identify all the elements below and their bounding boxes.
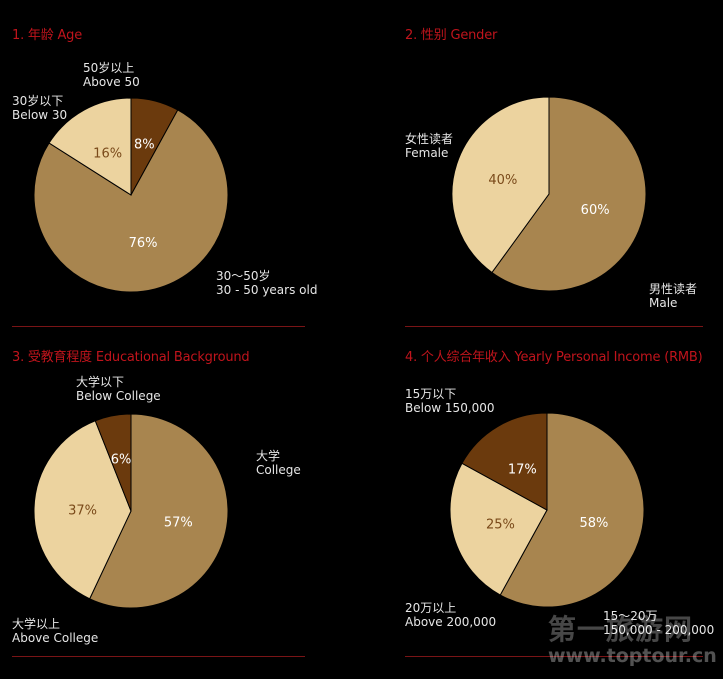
label-below-college-cn: 大学以下 (76, 375, 125, 389)
pie-slice-1-1 (451, 96, 550, 274)
label-below-college-en: Below College (76, 389, 161, 403)
label-above-200000-en: Above 200,000 (405, 615, 497, 629)
label-female-en: Female (405, 146, 449, 160)
label-30-50: 30～50岁 30 - 50 years old (216, 269, 317, 297)
chart-age-panel: 1. 年龄 Age 8% 76% 16% 50岁以上 Above 50 30岁以下 … (0, 0, 361, 339)
watermark-url: www.toptour.cn (548, 645, 717, 667)
divider-top-left (12, 326, 305, 327)
pie-slice-3-0 (499, 412, 645, 608)
chart-education-panel: 3. 受教育程度 Educational Background 57% 37% 6%… (0, 322, 361, 661)
label-above-50: 50岁以上 Above 50 (83, 61, 140, 89)
label-below-150000: 15万以下 Below 150,000 (405, 387, 495, 415)
chart-income-title: 4. 个人综合年收入 Yearly Personal Income (RMB) (405, 350, 703, 365)
label-college-en: College (256, 463, 301, 477)
pie-slice-0-2 (48, 97, 132, 196)
label-below-150000-cn: 15万以下 (405, 387, 457, 401)
pie-slice-label-0-2: 16% (93, 146, 122, 161)
pie-slice-2-0 (89, 413, 229, 609)
label-college: 大学 College (256, 449, 301, 477)
pie-slice-3-1 (449, 462, 548, 596)
label-above-college: 大学以上 Above College (12, 617, 98, 645)
label-male-cn: 男性读者 (649, 282, 698, 296)
label-above-50-cn: 50岁以上 (83, 61, 135, 75)
label-above-college-en: Above College (12, 631, 99, 645)
label-below-30: 30岁以下 Below 30 (12, 94, 67, 122)
label-female: 女性读者 Female (405, 132, 453, 160)
label-30-50-en: 30 - 50 years old (216, 283, 318, 297)
label-above-200000-cn: 20万以上 (405, 601, 457, 615)
label-below-30-cn: 30岁以下 (12, 94, 64, 108)
label-above-college-cn: 大学以上 (12, 617, 61, 631)
chart-education-pie: 57% 37% 6% (33, 413, 229, 609)
pie-slice-label-0-0: 8% (134, 137, 155, 152)
label-below-college: 大学以下 Below College (76, 375, 161, 403)
divider-bottom-left (12, 656, 305, 657)
label-college-cn: 大学 (256, 449, 281, 463)
pie-slice-label-2-0: 57% (164, 516, 193, 531)
chart-age-pie: 8% 76% 16% (33, 97, 229, 293)
label-male: 男性读者 Male (649, 282, 697, 310)
label-female-cn: 女性读者 (405, 132, 454, 146)
chart-gender-panel: 2. 性别 Gender 60% 40% 女性读者 Female 男性读者 Mal… (393, 0, 723, 339)
label-150000-200000-en: 150,000 - 200,000 (603, 623, 715, 637)
pie-slice-label-1-0: 60% (581, 203, 610, 218)
divider-top-right (405, 326, 703, 327)
chart-gender-title: 2. 性别 Gender (405, 28, 498, 43)
pie-slice-label-0-1: 76% (129, 236, 158, 251)
label-150000-200000: 15～20万 150,000 - 200,000 (603, 609, 714, 637)
label-below-150000-en: Below 150,000 (405, 401, 495, 415)
pie-slice-2-1 (33, 420, 132, 600)
label-30-50-cn: 30～50岁 (216, 269, 271, 283)
label-150000-200000-cn: 15～20万 (603, 609, 658, 623)
pie-slice-label-3-0: 58% (580, 516, 609, 531)
label-above-200000: 20万以上 Above 200,000 (405, 601, 496, 629)
chart-age-title: 1. 年龄 Age (12, 28, 83, 43)
divider-bottom-right (405, 656, 703, 657)
pie-slice-label-3-1: 25% (486, 518, 515, 533)
pie-slice-3-2 (461, 412, 548, 511)
pie-slice-0-1 (33, 109, 229, 293)
pie-slice-label-1-1: 40% (488, 173, 517, 188)
chart-income-panel: 4. 个人综合年收入 Yearly Personal Income (RMB) … (393, 322, 723, 661)
chart-gender-pie: 60% 40% (451, 96, 647, 292)
pie-slice-label-2-2: 6% (111, 453, 132, 468)
chart-education-title: 3. 受教育程度 Educational Background (12, 350, 250, 365)
chart-income-pie: 58% 25% 17% (449, 412, 645, 608)
label-above-50-en: Above 50 (83, 75, 140, 89)
pie-slice-label-3-2: 17% (508, 462, 537, 477)
pie-slice-label-2-1: 37% (68, 503, 97, 518)
label-below-30-en: Below 30 (12, 108, 68, 122)
pie-slice-1-0 (491, 96, 647, 292)
label-male-en: Male (649, 296, 678, 310)
pie-slice-2-2 (94, 413, 132, 512)
watermark-logo-text: 第一旅游网 (548, 613, 694, 646)
